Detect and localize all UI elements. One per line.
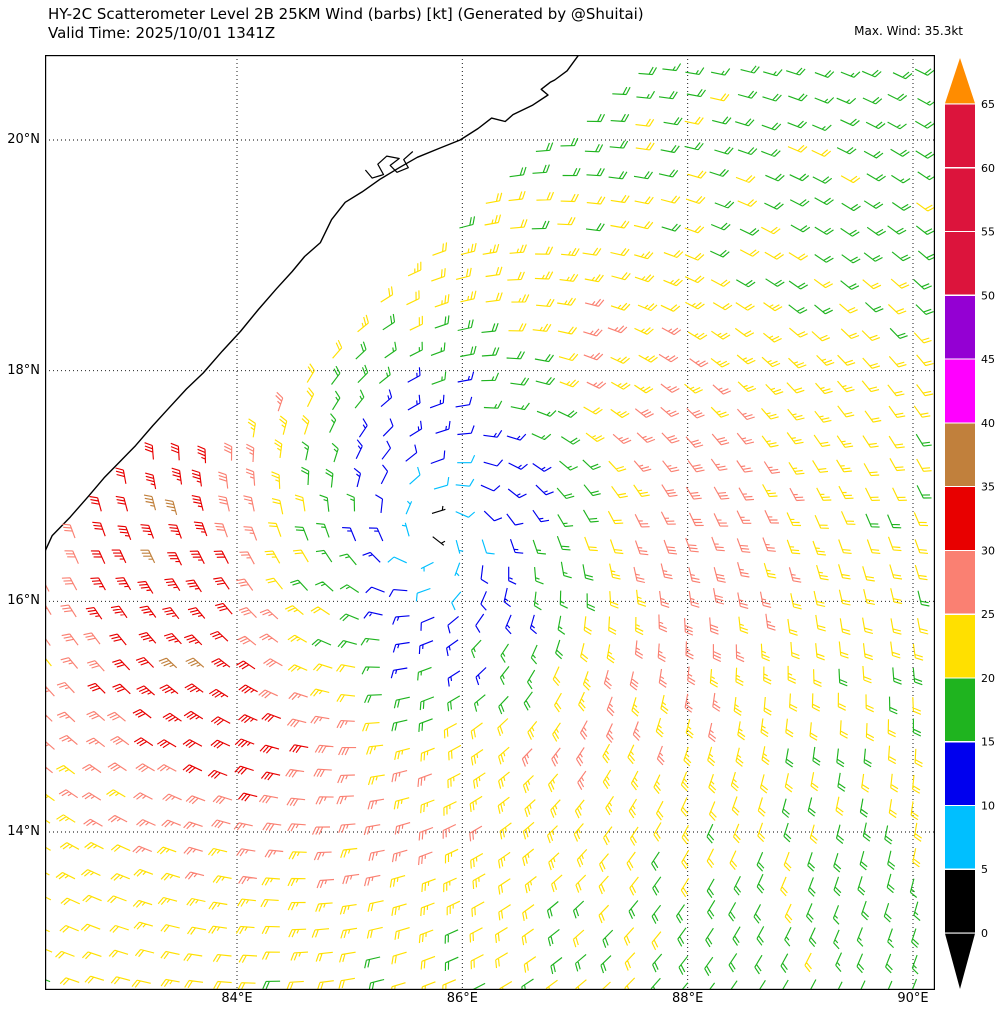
map-border [45, 55, 935, 990]
wind-barb-group-2 [45, 298, 805, 889]
colorbar-tick-label-15: 15 [981, 736, 995, 749]
colorbar-tick-label-10: 10 [981, 800, 995, 813]
colorbar-segment-15-20 [945, 678, 975, 742]
colorbar-tick-label-40: 40 [981, 417, 995, 430]
colorbar-tick-label-20: 20 [981, 672, 995, 685]
coastline [45, 55, 580, 553]
colorbar-segment-5-10 [945, 806, 975, 869]
colorbar-tick-label-0: 0 [981, 927, 988, 940]
colorbar-segment-25-30 [945, 551, 975, 614]
colorbar-tick-label-50: 50 [981, 289, 995, 302]
wind-barb-map [45, 55, 935, 990]
lon-tick-label-86: 86°E [446, 991, 478, 1006]
colorbar-segment-10-15 [945, 742, 975, 805]
colorbar-tick-label-35: 35 [981, 481, 995, 494]
colorbar-tick-label-55: 55 [981, 226, 995, 239]
lat-tick-label-14: 14°N [7, 823, 40, 839]
lat-tick-label-20: 20°N [7, 132, 40, 147]
colorbar-segment-50-55 [945, 232, 975, 295]
colorbar-segment-45-50 [945, 295, 975, 359]
colorbar-tick-label-45: 45 [981, 353, 995, 366]
delta-island-0 [364, 151, 414, 179]
lon-tick-label-84: 84°E [221, 991, 253, 1006]
colorbar-tick-label-30: 30 [981, 544, 995, 557]
colorbar-segment-30-35 [945, 487, 975, 550]
max-wind-label: Max. Wind: 35.3kt [854, 24, 963, 38]
plot-titles: HY-2C Scatterometer Level 2B 25KM Wind (… [48, 5, 644, 43]
colorbar-tick-label-5: 5 [981, 863, 988, 876]
valid-time-label: Valid Time: 2025/10/01 1341Z [48, 24, 276, 42]
wind-barb-group-3 [85, 442, 309, 802]
wind-barb-group-0 [45, 63, 935, 990]
colorbar-over-arrow [945, 58, 975, 104]
lat-tick-label-18: 18°N [7, 362, 40, 378]
colorbar: 0 5 10 15 20 25 30 35 40 45 50 55 60 65 [945, 58, 995, 989]
colorbar-under-arrow [945, 933, 975, 989]
colorbar-segment-35-40 [945, 423, 975, 486]
colorbar-tick-label-65: 65 [981, 98, 995, 111]
plot-title: HY-2C Scatterometer Level 2B 25KM Wind (… [48, 5, 644, 23]
colorbar-segment-40-45 [945, 359, 975, 423]
colorbar-tick-label-60: 60 [981, 162, 995, 175]
colorbar-segment-55-60 [945, 168, 975, 231]
lon-tick-label-90: 90°E [897, 991, 929, 1006]
lat-tick-label-16: 16°N [7, 593, 40, 609]
wind-barb-group-7 [431, 505, 446, 546]
wind-barb-group-5 [342, 367, 554, 687]
colorbar-tick-label-25: 25 [981, 608, 995, 621]
wind-barb-group-6 [387, 454, 495, 611]
lon-tick-label-88: 88°E [672, 991, 704, 1006]
colorbar-segment-60-65 [945, 104, 975, 168]
colorbar-segment-0-5 [945, 869, 975, 933]
wind-barb-group-4 [140, 494, 205, 669]
colorbar-segment-20-25 [945, 614, 975, 678]
wind-barb-group-1 [45, 93, 935, 990]
